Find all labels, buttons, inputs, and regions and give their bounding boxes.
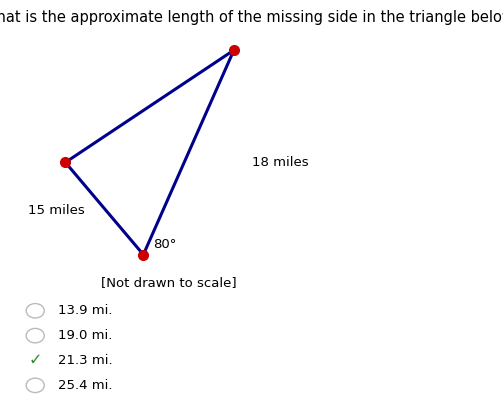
Circle shape — [26, 378, 44, 393]
Text: 19.0 mi.: 19.0 mi. — [58, 329, 112, 342]
Text: [Not drawn to scale]: [Not drawn to scale] — [101, 276, 236, 289]
Text: 18 miles: 18 miles — [252, 156, 308, 169]
Text: 13.9 mi.: 13.9 mi. — [58, 304, 112, 317]
Circle shape — [26, 304, 44, 318]
Text: What is the approximate length of the missing side in the triangle below?: What is the approximate length of the mi… — [0, 10, 503, 25]
Circle shape — [26, 328, 44, 343]
Text: 80°: 80° — [153, 238, 177, 251]
Text: 25.4 mi.: 25.4 mi. — [58, 379, 112, 392]
Text: 21.3 mi.: 21.3 mi. — [58, 354, 113, 367]
Text: 15 miles: 15 miles — [28, 204, 85, 217]
Text: ✓: ✓ — [29, 353, 42, 368]
